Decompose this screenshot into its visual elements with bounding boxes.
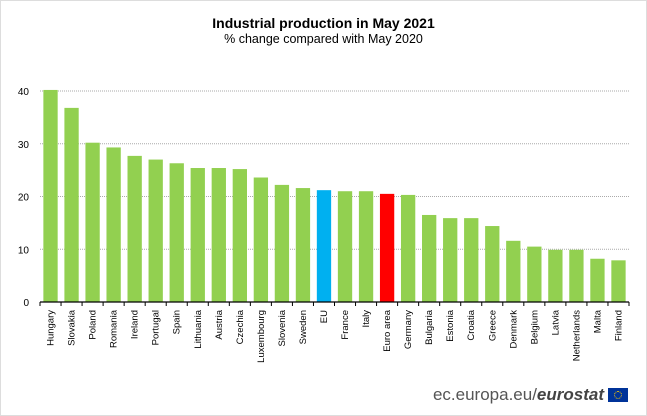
bar-luxembourg bbox=[253, 177, 269, 302]
y-tick-label: 40 bbox=[18, 87, 30, 98]
x-tick-label: Slovenia bbox=[277, 309, 288, 346]
bar-denmark bbox=[506, 240, 521, 302]
x-tick-label: Poland bbox=[88, 310, 99, 340]
y-tick-label: 20 bbox=[18, 193, 30, 204]
x-tick-label: Luxembourg bbox=[256, 310, 267, 363]
bar-italy bbox=[358, 191, 374, 302]
x-tick-label: Bulgaria bbox=[424, 309, 435, 345]
y-tick-label: 0 bbox=[23, 298, 29, 309]
source-prefix: ec.europa.eu/ bbox=[432, 385, 537, 404]
x-tick-label: Spain bbox=[172, 310, 183, 334]
bar-finland bbox=[611, 260, 626, 302]
bar-malta bbox=[590, 258, 605, 302]
x-tick-label: Romania bbox=[109, 309, 120, 348]
chart-title: Industrial production in May 2021 bbox=[212, 15, 435, 31]
bar-germany bbox=[400, 194, 416, 302]
x-tick-label: Netherlands bbox=[571, 310, 582, 361]
bar-greece bbox=[485, 226, 500, 302]
bar-lithuania bbox=[190, 168, 205, 302]
x-tick-label: Denmark bbox=[508, 310, 519, 349]
x-tick-label: Croatia bbox=[466, 309, 477, 340]
x-tick-label: Belgium bbox=[529, 310, 540, 344]
source-brand: eurostat bbox=[536, 385, 604, 404]
bar-poland bbox=[85, 142, 100, 302]
bar-austria bbox=[211, 168, 226, 302]
x-tick-label: EU bbox=[319, 310, 330, 323]
x-tick-label: Austria bbox=[214, 309, 225, 339]
x-tick-label: Italy bbox=[361, 310, 372, 328]
bar-latvia bbox=[548, 249, 563, 302]
x-tick-label: Finland bbox=[613, 310, 624, 341]
bar-czechia bbox=[232, 169, 247, 302]
x-tick-label: Latvia bbox=[550, 309, 561, 335]
x-tick-label: Estonia bbox=[445, 309, 456, 341]
bar-spain bbox=[169, 163, 184, 302]
bar-estonia bbox=[443, 218, 458, 302]
bar-euro-area bbox=[379, 193, 395, 302]
x-tick-label: Sweden bbox=[298, 310, 309, 344]
eu-flag-icon bbox=[608, 388, 628, 402]
x-tick-label: Germany bbox=[403, 310, 414, 349]
x-tick-label: Czechia bbox=[235, 309, 246, 344]
bar-bulgaria bbox=[422, 214, 437, 302]
bar-belgium bbox=[527, 246, 542, 302]
bar-portugal bbox=[148, 159, 163, 302]
bar-sweden bbox=[295, 188, 311, 302]
x-tick-label: Euro area bbox=[382, 309, 393, 351]
bar-eu bbox=[316, 190, 332, 302]
x-tick-label: Ireland bbox=[130, 310, 141, 339]
source-footer: ec.europa.eu/eurostat bbox=[433, 385, 628, 405]
x-tick-label: Slovakia bbox=[67, 309, 78, 346]
x-tick-label: Greece bbox=[487, 310, 498, 341]
bar-netherlands bbox=[569, 249, 584, 302]
x-tick-label: Portugal bbox=[151, 310, 162, 345]
x-tick-label: France bbox=[340, 310, 351, 340]
bar-romania bbox=[106, 147, 121, 302]
bar-slovenia bbox=[274, 184, 290, 302]
bar-slovakia bbox=[64, 107, 79, 302]
bar-croatia bbox=[464, 218, 479, 302]
y-tick-label: 30 bbox=[18, 140, 30, 151]
bar-france bbox=[337, 191, 353, 302]
x-tick-label: Hungary bbox=[46, 310, 57, 346]
x-tick-label: Malta bbox=[592, 309, 603, 333]
bar-ireland bbox=[127, 155, 142, 302]
y-tick-label: 10 bbox=[18, 245, 30, 256]
chart-subtitle: % change compared with May 2020 bbox=[224, 32, 423, 46]
x-tick-label: Lithuania bbox=[193, 309, 204, 348]
bar-hungary bbox=[43, 89, 58, 302]
